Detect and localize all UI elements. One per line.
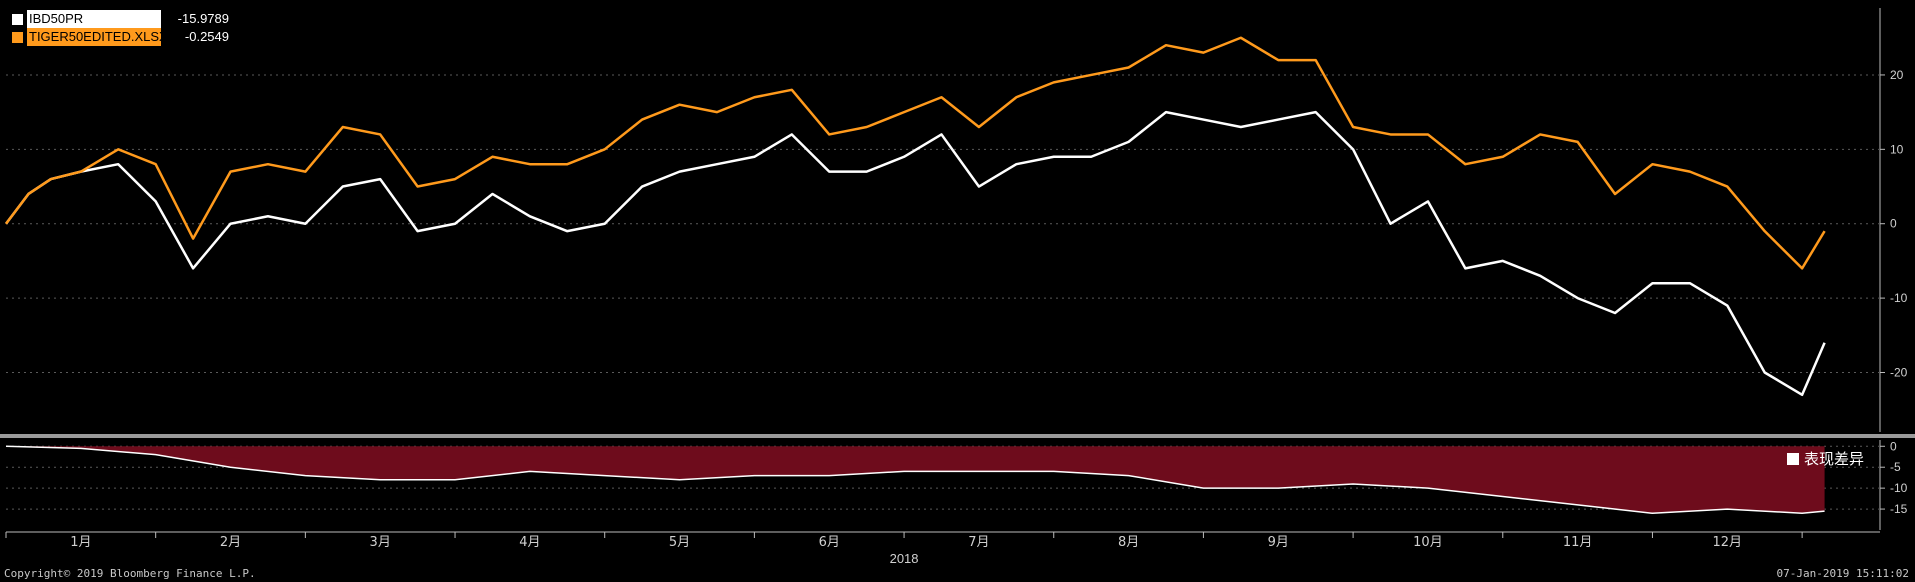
tiger50-line (5, 36, 1826, 270)
timestamp-text: 07-Jan-2019 15:11:02 (1776, 567, 1909, 580)
x-month-label: 9月 (1268, 535, 1289, 550)
legend-value-ibd50pr: -15.9789 (177, 11, 229, 26)
main-legend: IBD50PR -15.9789 TIGER50EDITED.XLSX -0.2… (12, 10, 229, 46)
x-month-label: 7月 (968, 535, 989, 550)
x-month-label: 5月 (669, 535, 690, 550)
x-month-label: 3月 (370, 535, 391, 550)
ibd50pr-line (5, 110, 1826, 397)
legend-label-ibd50pr: IBD50PR (27, 10, 161, 28)
main-y-tick-label: 10 (1890, 142, 1904, 156)
sub-y-tick-label: 0 (1890, 439, 1897, 453)
main-y-tick-label: 20 (1890, 68, 1904, 82)
legend-swatch-ibd50pr (12, 13, 23, 25)
sub-y-tick-label: -5 (1890, 460, 1901, 474)
copyright-text: Copyright© 2019 Bloomberg Finance L.P. (4, 567, 256, 580)
x-month-label: 11月 (1563, 535, 1593, 550)
panel-separator (0, 434, 1915, 438)
legend-entry-ibd50pr: IBD50PR -15.9789 (12, 10, 229, 28)
difference-legend-swatch (1787, 452, 1799, 465)
x-month-label: 1月 (70, 535, 91, 550)
legend-value-tiger50: -0.2549 (184, 29, 229, 44)
main-y-tick-label: -20 (1890, 365, 1908, 379)
x-month-label: 2月 (220, 535, 241, 550)
x-month-label: 12月 (1713, 535, 1743, 550)
difference-area (6, 446, 1825, 514)
legend-label-tiger50: TIGER50EDITED.XLSX (27, 28, 168, 46)
difference-legend: 表现差异 (1787, 448, 1864, 469)
sub-y-tick-label: -10 (1890, 481, 1908, 495)
difference-legend-label: 表现差异 (1804, 451, 1865, 468)
sub-y-tick-label: -15 (1890, 502, 1908, 516)
main-y-tick-label: 0 (1890, 217, 1897, 231)
legend-entry-tiger50: TIGER50EDITED.XLSX -0.2549 (12, 28, 229, 46)
difference-line (5, 445, 1825, 515)
x-month-label: 10月 (1413, 535, 1443, 550)
x-month-label: 4月 (519, 535, 540, 550)
main-y-tick-label: -10 (1890, 291, 1908, 305)
x-month-label: 6月 (819, 535, 840, 550)
legend-swatch-tiger50 (12, 31, 23, 43)
x-month-label: 8月 (1118, 535, 1139, 550)
x-year-label: 2018 (890, 551, 919, 566)
